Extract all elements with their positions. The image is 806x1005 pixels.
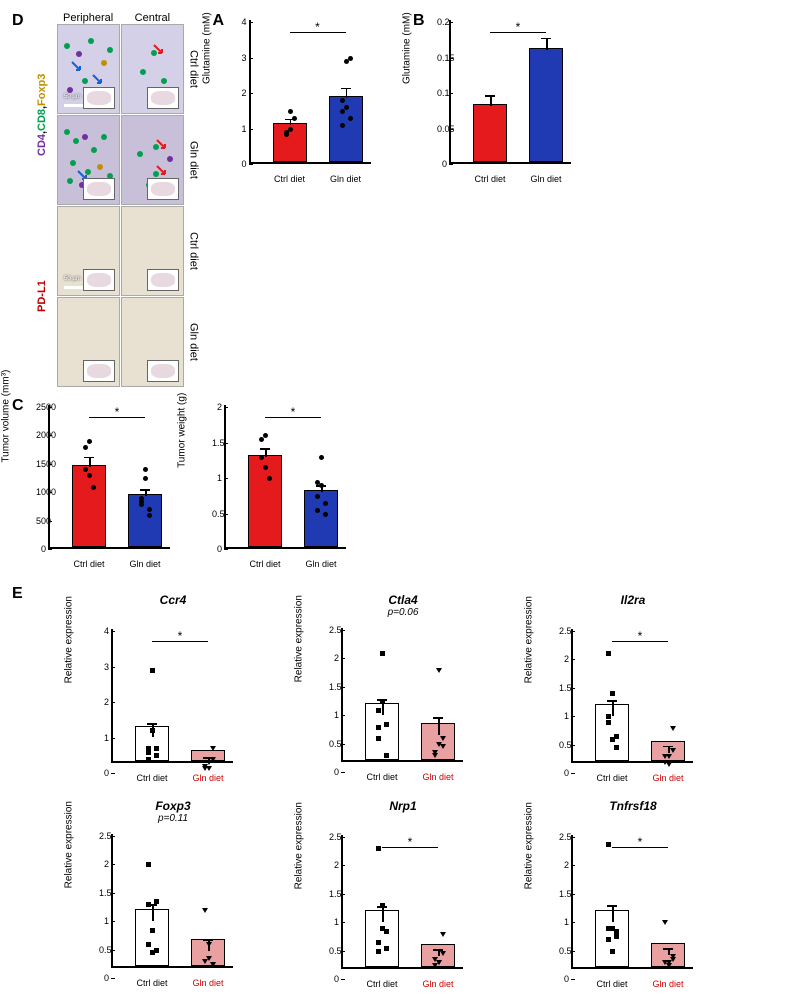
ihc-image: [57, 24, 120, 114]
panel-d: D Peripheral Central CD4, CD8, Foxp3Ctrl…: [10, 10, 203, 387]
col-central: Central: [120, 12, 184, 24]
gene-title: Nrp1: [303, 799, 503, 813]
panel-a-barplot: Glutamine (mM)01234Ctrl dietGln diet*: [211, 10, 381, 190]
panel-b: B Glutamine (mM)00.050.10.150.2Ctrl diet…: [411, 10, 796, 190]
gene-title: Tnfrsf18: [533, 799, 733, 813]
panel-c-volume-plot: Tumor volume (mm³)05001000150020002500Ct…: [10, 395, 180, 575]
gene-title: Ccr4: [73, 593, 273, 607]
ihc-image: [121, 115, 184, 205]
gene-pvalue: p=0.11: [73, 813, 273, 824]
panel-c-label: C: [12, 397, 24, 415]
panel-a-label: A: [213, 12, 225, 30]
panel-a: A Glutamine (mM)01234Ctrl dietGln diet*: [211, 10, 404, 190]
ihc-image: [121, 24, 184, 114]
panel-d-label: D: [12, 12, 24, 30]
ihc-image: [121, 206, 184, 296]
panel-e: E Ccr4Relative expression01234Ctrl dietG…: [10, 583, 796, 995]
gene-pvalue: p=0.06: [303, 607, 503, 618]
ihc-grid: CD4, CD8, Foxp3Ctrl dietGln dietPD-L1Ctr…: [28, 24, 203, 387]
gene-title: Foxp3: [73, 799, 273, 813]
ihc-image: [121, 297, 184, 387]
panel-e-container: Ccr4Relative expression01234Ctrl dietGln…: [10, 593, 796, 995]
panel-d-content: Peripheral Central CD4, CD8, Foxp3Ctrl d…: [10, 10, 203, 387]
ihc-image: [57, 115, 120, 205]
panel-c: C Tumor volume (mm³)05001000150020002500…: [10, 395, 403, 575]
ihc-image: [57, 206, 120, 296]
panel-e-label: E: [12, 585, 23, 603]
panel-c-charts: Tumor volume (mm³)05001000150020002500Ct…: [10, 395, 403, 575]
figure-grid: A Glutamine (mM)01234Ctrl dietGln diet* …: [10, 10, 796, 995]
panel-b-barplot: Glutamine (mM)00.050.10.150.2Ctrl dietGl…: [411, 10, 581, 190]
gene-title: Il2ra: [533, 593, 733, 607]
ihc-image: [57, 297, 120, 387]
panel-b-label: B: [413, 12, 425, 30]
panel-d-header-row: Peripheral Central: [28, 12, 203, 24]
col-peripheral: Peripheral: [56, 12, 120, 24]
gene-title: Ctla4: [303, 593, 503, 607]
panel-c-weight-plot: Tumor weight (g)00.511.52Ctrl dietGln di…: [186, 395, 356, 575]
